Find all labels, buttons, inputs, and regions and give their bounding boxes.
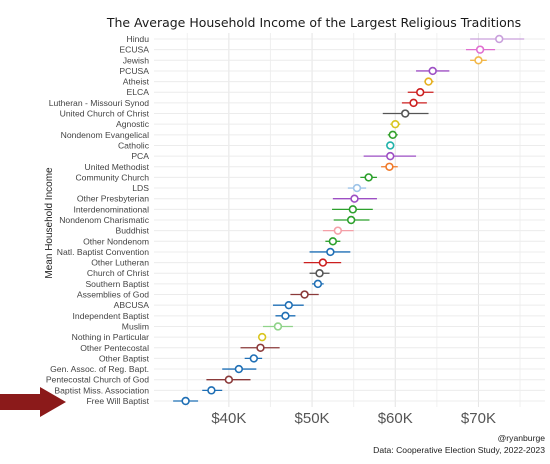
x-tick-label: $70K	[461, 410, 496, 427]
category-label: Muslim	[122, 321, 149, 331]
mean-point	[328, 237, 338, 246]
category-label: Jewish	[123, 55, 149, 65]
category-label: LDS	[132, 183, 149, 193]
category-label: ABCUSA	[114, 300, 150, 310]
mean-point	[234, 364, 244, 374]
mean-point	[352, 183, 362, 193]
mean-point	[474, 56, 483, 65]
mean-point	[385, 162, 394, 171]
mean-point	[315, 269, 324, 278]
category-label: Gen. Assoc. of Reg. Bapt.	[50, 364, 149, 374]
category-label: Community Church	[75, 172, 149, 182]
category-label: Other Nondenom	[83, 236, 149, 246]
mean-point	[207, 386, 216, 395]
mean-point	[256, 343, 265, 352]
mean-point	[284, 300, 293, 310]
mean-point	[350, 194, 359, 203]
mean-point	[249, 354, 259, 363]
mean-point	[401, 109, 410, 118]
category-label: Other Presbyterian	[77, 194, 149, 204]
caption-source: Data: Cooperative Election Study, 2022-2…	[373, 445, 545, 455]
mean-point	[409, 98, 418, 108]
x-tick-label: $40K	[211, 410, 246, 427]
caption-author: @ryanburge	[498, 433, 546, 443]
mean-point	[386, 141, 395, 150]
mean-point	[391, 119, 400, 129]
category-label: Other Lutheran	[91, 258, 149, 268]
mean-point	[181, 396, 190, 406]
mean-point	[495, 34, 504, 44]
category-label: United Church of Christ	[60, 109, 150, 119]
category-label: Nothing in Particular	[72, 332, 150, 342]
mean-point	[364, 173, 373, 182]
category-label: Other Baptist	[99, 353, 150, 363]
category-labels: HinduECUSAJewishPCUSAAtheistELCALutheran…	[46, 34, 150, 406]
mean-point	[326, 247, 335, 257]
category-label: Natl. Baptist Convention	[57, 247, 149, 257]
category-label: Assemblies of God	[77, 290, 149, 300]
x-tick-label: $60K	[378, 410, 413, 427]
mean-point	[348, 205, 358, 214]
category-label: Pentecostal Church of God	[46, 375, 149, 385]
category-label: United Methodist	[85, 162, 150, 172]
category-label: ECUSA	[119, 45, 149, 55]
category-label: Agnostic	[116, 119, 150, 129]
category-label: Catholic	[118, 140, 150, 150]
chart-title: The Average Household Income of the Larg…	[106, 15, 521, 30]
mean-point	[424, 77, 433, 86]
category-label: Nondenom Charismatic	[59, 215, 149, 225]
x-tick-label: $50K	[295, 410, 330, 427]
mean-point	[281, 311, 290, 321]
category-label: Lutheran - Missouri Synod	[49, 98, 150, 108]
mean-point	[388, 130, 397, 140]
mean-point	[428, 66, 437, 76]
category-label: PCUSA	[119, 66, 149, 76]
category-label: Church of Christ	[87, 268, 150, 278]
category-label: Baptist Miss. Association	[54, 385, 149, 395]
mean-points	[181, 34, 504, 406]
category-label: Interdenominational	[74, 204, 150, 214]
arrow-annotation	[0, 387, 66, 417]
category-label: Nondenom Evangelical	[61, 130, 149, 140]
mean-point	[416, 88, 425, 97]
mean-point	[333, 226, 343, 235]
category-label: Buddhist	[116, 226, 150, 236]
category-label: ELCA	[127, 87, 150, 97]
y-axis-label: Mean Household Income	[44, 167, 55, 279]
mean-point	[257, 332, 267, 342]
category-label: Independent Baptist	[73, 311, 150, 321]
mean-point	[346, 215, 356, 225]
category-label: Southern Baptist	[85, 279, 149, 289]
mean-point	[300, 290, 309, 299]
category-label: Other Pentecostal	[80, 343, 149, 353]
mean-point	[318, 258, 328, 267]
x-tick-labels: $40K $50K $60K $70K	[211, 410, 496, 427]
mean-point	[386, 151, 395, 161]
mean-point	[475, 45, 485, 54]
mean-point	[224, 375, 234, 384]
category-label: Free Will Baptist	[86, 396, 149, 406]
mean-point	[313, 279, 323, 289]
category-label: PCA	[131, 151, 149, 161]
category-label: Atheist	[123, 77, 150, 87]
mean-point	[273, 322, 283, 331]
category-label: Hindu	[127, 34, 150, 44]
